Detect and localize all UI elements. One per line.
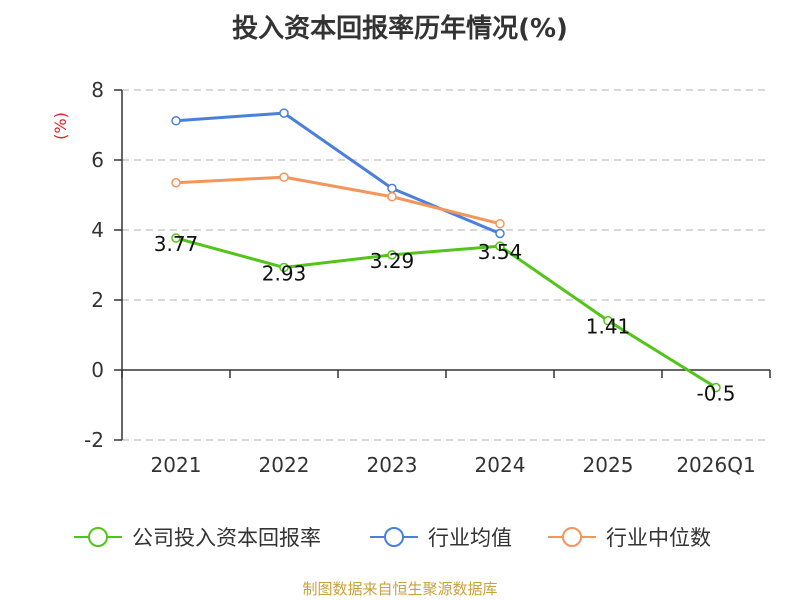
data-label: -0.5	[696, 382, 735, 406]
series-point-company	[279, 262, 289, 273]
series-point-industry_mean	[279, 108, 289, 118]
data-label: 3.29	[370, 249, 415, 273]
y-tick-label: 0	[91, 358, 104, 382]
series-point-industry_median	[495, 218, 505, 229]
y-tick-label: 8	[91, 78, 104, 102]
series-point-company	[603, 315, 613, 326]
x-tick-label: 2024	[475, 453, 526, 477]
series-line-company	[175, 236, 717, 389]
x-tick-label: 2021	[151, 453, 202, 477]
legend-label: 公司投入资本回报率	[132, 526, 321, 550]
data-label: 3.54	[478, 240, 523, 264]
series-point-company	[495, 241, 505, 251]
source-note: 制图数据来自恒生聚源数据库	[302, 580, 498, 598]
x-tick-label: 2022	[259, 453, 310, 477]
y-tick-label: 2	[91, 288, 104, 312]
data-label: 2.93	[262, 261, 307, 285]
series-point-company	[711, 382, 721, 393]
chart-title: 投入资本回报率历年情况(%)	[232, 14, 568, 44]
x-tick-label: 2025	[583, 453, 634, 477]
x-tick-label: 2023	[367, 453, 418, 477]
series-line-industry_mean	[175, 111, 501, 235]
legend-marker-industry_median	[562, 527, 582, 547]
series-line-industry_median	[175, 175, 501, 226]
series-point-industry_mean	[495, 228, 505, 239]
series-point-industry_median	[387, 192, 397, 202]
series-point-industry_mean	[387, 183, 397, 194]
y-tick-label: 6	[91, 148, 104, 172]
data-label: 1.41	[586, 315, 631, 339]
series-point-company	[171, 233, 181, 243]
series-point-industry_median	[171, 178, 181, 188]
y-tick-label: -2	[84, 428, 104, 452]
legend-label: 行业中位数	[606, 526, 711, 550]
series-point-company	[387, 250, 397, 260]
legend-marker-industry_mean	[384, 527, 404, 547]
legend-marker-company	[88, 527, 108, 547]
y-tick-label: 4	[91, 218, 104, 242]
legend-label: 行业均值	[428, 526, 512, 550]
series-point-industry_median	[279, 172, 289, 182]
x-tick-label: 2026Q1	[676, 453, 755, 477]
series-point-industry_mean	[171, 116, 181, 126]
y-axis-label: (%)	[51, 112, 70, 140]
data-label: 3.77	[154, 232, 199, 256]
